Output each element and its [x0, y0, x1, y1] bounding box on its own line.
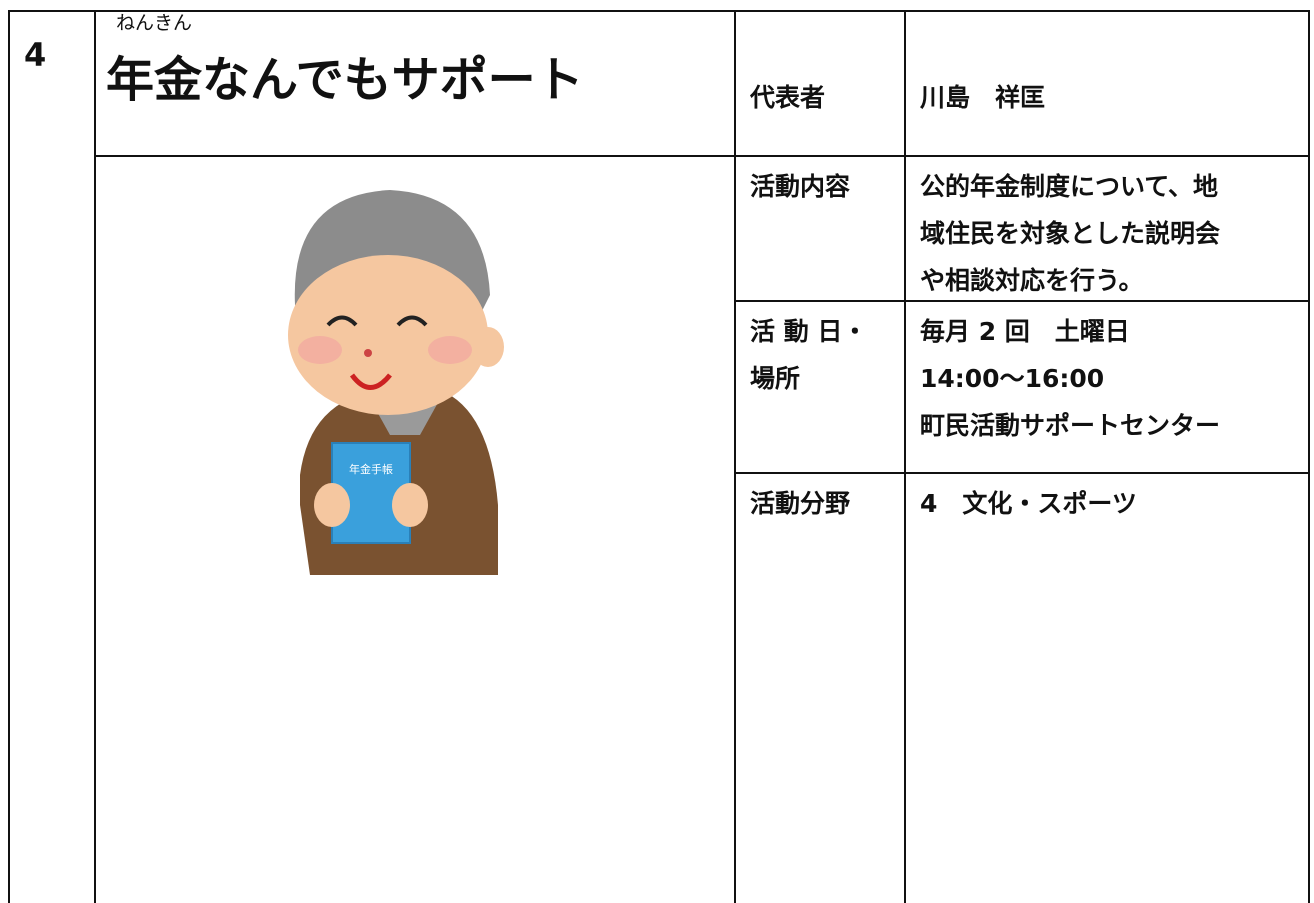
row-label: 活 動 日・ [750, 317, 868, 346]
book-label: 年金手帳 [349, 462, 393, 476]
border [904, 10, 906, 903]
row-content: 14:00～16:00 [920, 364, 1105, 393]
row-label: 場所 [750, 364, 801, 393]
row-content: 域住民を対象とした説明会 [920, 219, 1221, 248]
border [1308, 10, 1310, 903]
border [734, 300, 1310, 302]
row-content: 川島 祥匡 [920, 83, 1046, 112]
row-content: 町民活動サポートセンター [920, 411, 1221, 440]
row-content: 公的年金制度について、地 [920, 172, 1219, 201]
row-label: 代表者 [750, 83, 826, 112]
border [94, 155, 1310, 157]
border [8, 10, 1310, 12]
row-label: 活動分野 [750, 489, 851, 518]
entry-number: 4 [24, 36, 47, 74]
row-label: 活動内容 [750, 172, 851, 201]
border [94, 10, 96, 903]
row-content: 毎月 2 回 土曜日 [920, 317, 1130, 346]
row-content: 4 文化・スポーツ [920, 489, 1137, 518]
border [734, 10, 736, 903]
illustration: 年金手帳 [288, 190, 504, 575]
border [734, 472, 1310, 474]
border [8, 10, 10, 903]
title: 年金なんでもサポート [106, 52, 584, 108]
row-content: や相談対応を行う。 [920, 266, 1144, 295]
ruby: ねんきん [116, 12, 193, 34]
